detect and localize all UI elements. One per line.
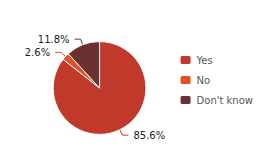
- svg-text:Don't know: Don't know: [197, 95, 253, 106]
- svg-text:11.8%: 11.8%: [38, 34, 70, 45]
- svg-text:Yes: Yes: [196, 55, 213, 66]
- svg-text:2.6%: 2.6%: [25, 47, 50, 58]
- svg-text:85.6%: 85.6%: [133, 130, 165, 141]
- svg-text:No: No: [197, 75, 211, 86]
